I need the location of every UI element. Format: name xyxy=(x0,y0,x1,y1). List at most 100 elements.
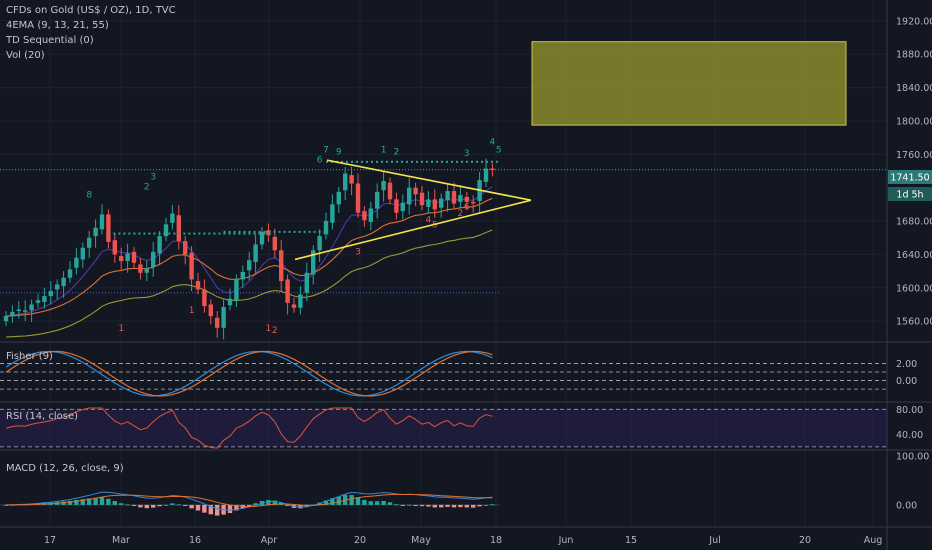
td-dot xyxy=(253,232,256,235)
td-dot xyxy=(273,230,276,233)
candle-body xyxy=(394,199,399,213)
triangle-upper-trendline xyxy=(326,159,532,201)
td-dot xyxy=(238,230,241,233)
td-dot xyxy=(356,160,358,163)
candle-body xyxy=(426,199,431,207)
macd-histogram-bar xyxy=(349,494,354,505)
candle-body xyxy=(311,250,316,275)
price-tick-label: 1840.00 xyxy=(896,83,932,94)
td-dot xyxy=(351,160,353,163)
macd-histogram-bar xyxy=(189,504,194,509)
candle-body xyxy=(42,296,47,302)
macd-histogram-bar xyxy=(99,497,105,505)
candle-body xyxy=(304,272,309,293)
candle-body xyxy=(29,304,34,311)
td-dot xyxy=(406,160,408,163)
candle-body xyxy=(439,198,444,208)
td-dot xyxy=(288,230,291,233)
candle-body xyxy=(471,201,476,204)
candle-body xyxy=(400,202,405,212)
td-dot xyxy=(293,230,296,233)
candle-body xyxy=(151,251,156,267)
macd-title: MACD (12, 26, close, 9) xyxy=(6,463,124,474)
td-dot xyxy=(113,232,116,235)
macd-histogram-bar xyxy=(61,501,66,505)
td-dot xyxy=(243,232,246,235)
candle-body xyxy=(381,181,386,191)
macd-histogram-bar xyxy=(170,503,175,505)
price-tick-label: 1760.00 xyxy=(896,150,932,161)
candle-body xyxy=(119,256,124,262)
td-count-green: 2 xyxy=(394,147,400,157)
td-dot xyxy=(143,232,146,235)
price-tick-label: 1680.00 xyxy=(896,217,932,228)
price-tick-label: 1560.00 xyxy=(896,317,932,328)
td-dot xyxy=(461,160,463,163)
candle-body xyxy=(195,281,201,290)
time-tick-label: 20 xyxy=(354,535,366,546)
macd-histogram-bar xyxy=(362,499,367,505)
countdown-text: 1d 5h xyxy=(896,190,923,201)
candle-body xyxy=(157,236,162,254)
fisher-trigger-line xyxy=(5,350,493,397)
td-dot xyxy=(456,160,458,163)
macd-histogram-bar xyxy=(375,501,380,505)
candle-body xyxy=(183,241,188,255)
candle-body xyxy=(240,271,245,280)
macd-histogram-bar xyxy=(330,498,335,505)
td-dot xyxy=(346,160,348,163)
macd-histogram-bar xyxy=(432,504,437,508)
candle-body xyxy=(291,304,297,308)
indicator-ema[interactable]: 4EMA (9, 13, 21, 55) xyxy=(6,20,109,31)
symmetrical-triangle[interactable] xyxy=(294,159,532,261)
td-count-red: 2 xyxy=(272,326,278,336)
td-dot xyxy=(401,160,403,163)
td-count-red: 2 xyxy=(458,209,464,219)
macd-histogram-bar xyxy=(355,497,361,505)
indicator-volume[interactable]: Vol (20) xyxy=(6,50,45,61)
price-tick-label: 1920.00 xyxy=(896,16,932,27)
td-dot xyxy=(263,232,266,235)
candle-body xyxy=(445,191,450,201)
time-axis[interactable]: 17 Mar 16 Apr 20 May 18 Jun 15 Jul 20 Aug xyxy=(44,535,882,546)
macd-histogram-bar xyxy=(138,504,143,508)
symbol-title[interactable]: CFDs on Gold (US$ / OZ), 1D, TVC xyxy=(6,5,176,16)
td-dot xyxy=(421,160,423,163)
price-axis[interactable]: 1920.00 1880.00 1840.00 1800.00 1760.00 1680.… xyxy=(896,16,932,511)
macd-tick-label: 100.00 xyxy=(896,451,929,462)
td-dot xyxy=(233,230,236,233)
td-dot xyxy=(193,232,196,235)
candle-body xyxy=(80,247,85,260)
td-count-green: 9 xyxy=(336,147,342,157)
td-dot xyxy=(298,230,301,233)
td-dot xyxy=(263,230,266,233)
candle-body xyxy=(483,168,489,182)
td-count-red: 1 xyxy=(266,324,272,334)
td-dot xyxy=(323,230,326,233)
td-dot xyxy=(128,232,131,235)
candle-body xyxy=(362,211,367,221)
macd-histogram-bar xyxy=(394,504,399,506)
macd-histogram-bar xyxy=(131,504,137,506)
candle-body xyxy=(387,182,393,200)
indicator-td-sequential[interactable]: TD Sequential (0) xyxy=(6,35,94,46)
td-dot xyxy=(278,230,281,233)
macd-histogram-bar xyxy=(93,497,98,505)
target-zone-box[interactable] xyxy=(531,41,847,126)
macd-histogram-bar xyxy=(247,504,252,506)
td-dot xyxy=(446,160,448,163)
macd-histogram-bar xyxy=(67,500,73,505)
candle-body xyxy=(208,304,213,317)
td-dot xyxy=(476,160,478,163)
macd-histogram-bar xyxy=(426,504,431,507)
time-tick-label: Jun xyxy=(558,535,574,546)
candle-body xyxy=(144,268,149,273)
td-dot xyxy=(218,232,221,235)
candle-body xyxy=(189,252,194,280)
target-zone-rect xyxy=(531,41,847,126)
td-dot xyxy=(451,160,453,163)
candle-body xyxy=(125,253,130,262)
candle-body xyxy=(74,257,79,268)
macd-histogram-bar xyxy=(439,504,444,508)
